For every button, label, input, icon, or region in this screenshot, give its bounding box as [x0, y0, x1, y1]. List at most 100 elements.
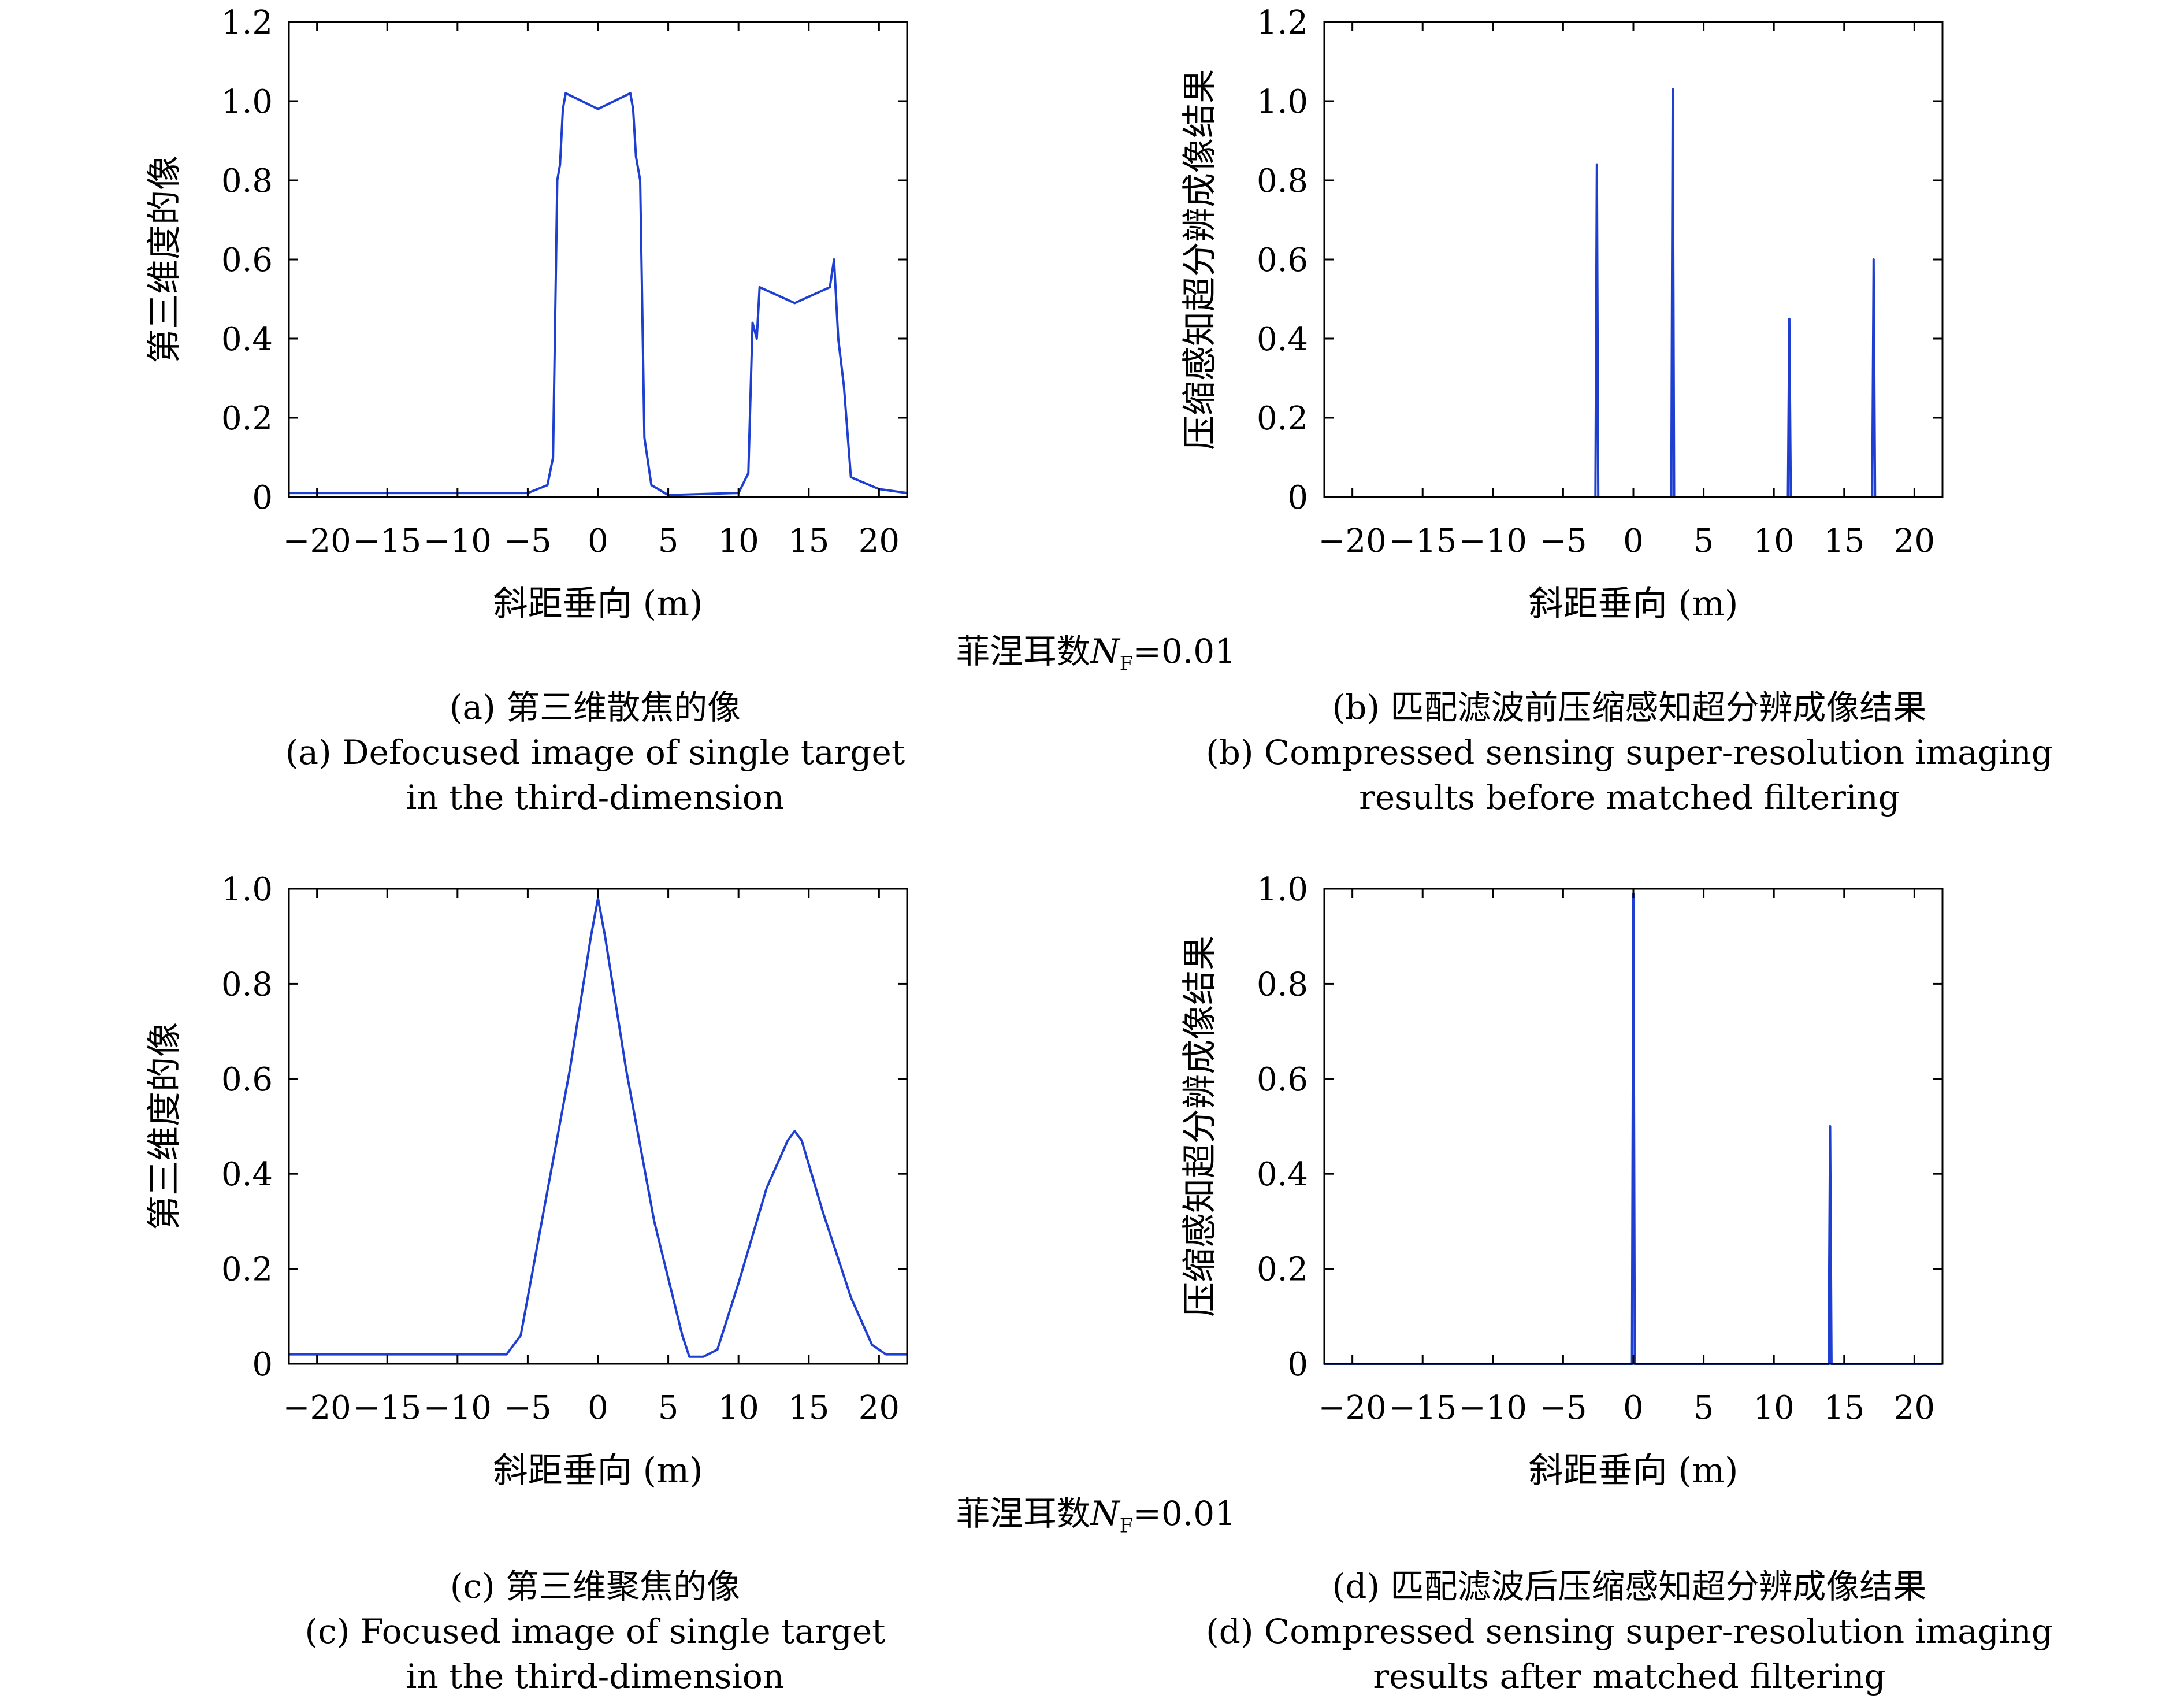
- x-tick-label: −10: [1459, 522, 1527, 560]
- caption-c-zh: (c) 第三维聚焦的像: [450, 1567, 741, 1606]
- axes-frame-c: [288, 888, 908, 1365]
- x-tick-label: 20: [1894, 522, 1935, 560]
- series-line-d-0: [1324, 892, 1942, 1365]
- x-tick-label: −10: [424, 522, 492, 560]
- axes-frame-a: [288, 21, 908, 498]
- x-tick-label: −15: [353, 1389, 421, 1427]
- y-tick-label: 1.0: [1257, 871, 1308, 908]
- x-tick-label: 15: [1823, 1389, 1864, 1427]
- x-tick-label: 20: [859, 1389, 900, 1427]
- fresnel-value: =0.01: [1133, 1494, 1236, 1533]
- y-tick-label: 1.2: [1257, 4, 1308, 42]
- x-tick-label: 10: [718, 522, 759, 560]
- y-tick-label: 0.8: [221, 162, 273, 200]
- x-axis-label: 斜距垂向 (m): [493, 1451, 703, 1491]
- x-tick-label: 20: [859, 522, 900, 560]
- caption-a-en-1: (a) Defocused image of single target: [285, 733, 905, 772]
- caption-d-zh: (d) 匹配滤波后压缩感知超分辨成像结果: [1332, 1567, 1927, 1606]
- caption-b: (b) 匹配滤波前压缩感知超分辨成像结果 (b) Compressed sens…: [1190, 685, 2068, 820]
- x-axis-label: 斜距垂向 (m): [1529, 1451, 1739, 1491]
- y-tick-label: 1.0: [221, 83, 273, 121]
- x-tick-label: 10: [1754, 522, 1795, 560]
- y-tick-label: 0: [252, 1346, 273, 1383]
- x-tick-label: −5: [1539, 522, 1587, 560]
- caption-a-zh: (a) 第三维散焦的像: [449, 688, 741, 727]
- chart-b: −20 −15 −10 −5 0 5 10 15 20 0 0.2 0.4 0.6 0.8 1.0 1.2 斜距…: [1180, 4, 1944, 624]
- caption-d-en-2: results after matched filtering: [1373, 1657, 1886, 1696]
- y-axis-label: 第三维度的像: [144, 1022, 185, 1230]
- y-tick-label: 0.8: [1257, 162, 1308, 200]
- y-tick-label: 1.2: [221, 4, 273, 42]
- caption-c-en-2: in the third-dimension: [406, 1657, 785, 1696]
- x-tick-label: −20: [283, 522, 351, 560]
- x-tick-label: −20: [1318, 1389, 1387, 1427]
- x-tick-label: 0: [588, 1389, 608, 1427]
- fresnel-subscript: F: [1119, 1514, 1134, 1538]
- fresnel-symbol: N: [1090, 632, 1120, 671]
- x-tick-label: 15: [788, 522, 829, 560]
- chart-a: −20 −15 −10 −5 0 5 10 15 20 0 0.2 0.4 0.6 0.8 1.0 1.2 斜距…: [144, 4, 908, 624]
- y-tick-label: 0.2: [221, 400, 273, 437]
- chart-d: −20 −15 −10 −5 0 5 10 15 20 0 0.2 0.4 0.6 0.8 1.0 斜距垂向 …: [1180, 871, 1944, 1491]
- caption-b-en-1: (b) Compressed sensing super-resolution …: [1206, 733, 2053, 772]
- caption-c: (c) 第三维聚焦的像 (c) Focused image of single …: [248, 1564, 942, 1699]
- y-axis-label: 第三维度的像: [144, 155, 185, 363]
- x-tick-label: 5: [658, 1389, 679, 1427]
- series-line-a-0: [289, 92, 908, 496]
- y-tick-label: 0.4: [221, 1156, 273, 1193]
- x-tick-label: −5: [504, 522, 552, 560]
- y-tick-label: 0: [1287, 1346, 1308, 1383]
- caption-b-zh: (b) 匹配滤波前压缩感知超分辨成像结果: [1332, 688, 1927, 727]
- series-line-b-0: [1324, 88, 1942, 498]
- y-tick-label: 0.2: [1257, 1251, 1308, 1289]
- x-tick-label: 20: [1894, 1389, 1935, 1427]
- y-tick-label: 0.4: [1257, 1156, 1308, 1193]
- x-tick-label: 0: [1623, 1389, 1644, 1427]
- x-tick-label: −15: [1388, 522, 1457, 560]
- x-tick-label: −10: [424, 1389, 492, 1427]
- y-tick-label: 0.6: [221, 242, 273, 279]
- y-tick-label: 0.6: [1257, 242, 1308, 279]
- y-tick-label: 0: [252, 479, 273, 517]
- x-tick-label: 5: [1693, 522, 1714, 560]
- fresnel-number-label-bottom: 菲涅耳数NF=0.01: [956, 1486, 1236, 1538]
- x-tick-label: −15: [353, 522, 421, 560]
- fresnel-value: =0.01: [1133, 632, 1236, 671]
- y-tick-label: 0: [1287, 479, 1308, 517]
- x-tick-label: −20: [283, 1389, 351, 1427]
- y-axis-label: 压缩感知超分辨成像结果: [1180, 936, 1220, 1317]
- y-tick-label: 0.6: [1257, 1061, 1308, 1099]
- x-tick-label: −5: [504, 1389, 552, 1427]
- fresnel-symbol: N: [1090, 1494, 1120, 1533]
- y-tick-label: 0.2: [1257, 400, 1308, 437]
- y-tick-label: 0.6: [221, 1061, 273, 1099]
- caption-a-en-2: in the third-dimension: [406, 778, 785, 817]
- x-tick-label: 5: [1693, 1389, 1714, 1427]
- y-tick-label: 0.4: [221, 321, 273, 358]
- x-tick-label: −15: [1388, 1389, 1457, 1427]
- x-tick-label: 0: [588, 522, 608, 560]
- y-tick-label: 1.0: [1257, 83, 1308, 121]
- fresnel-number-label-top: 菲涅耳数NF=0.01: [956, 624, 1236, 676]
- x-tick-label: −10: [1459, 1389, 1527, 1427]
- y-tick-label: 0.2: [221, 1251, 273, 1289]
- caption-c-en-1: (c) Focused image of single target: [304, 1612, 886, 1651]
- caption-a: (a) 第三维散焦的像 (a) Defocused image of singl…: [248, 685, 942, 820]
- x-axis-label: 斜距垂向 (m): [1529, 584, 1739, 624]
- y-tick-label: 1.0: [221, 871, 273, 908]
- fresnel-prefix: 菲涅耳数: [956, 1494, 1091, 1533]
- caption-d: (d) 匹配滤波后压缩感知超分辨成像结果 (d) Compressed sens…: [1190, 1564, 2068, 1699]
- x-tick-label: 10: [1754, 1389, 1795, 1427]
- x-tick-label: −20: [1318, 522, 1387, 560]
- series-line-c-0: [289, 897, 907, 1358]
- x-tick-label: 0: [1623, 522, 1644, 560]
- axes-frame-b: [1323, 21, 1944, 498]
- x-tick-label: 10: [718, 1389, 759, 1427]
- y-tick-label: 0.4: [1257, 321, 1308, 358]
- fresnel-prefix: 菲涅耳数: [956, 632, 1091, 671]
- x-tick-label: −5: [1539, 1389, 1587, 1427]
- caption-b-en-2: results before matched filtering: [1359, 778, 1900, 817]
- x-tick-label: 15: [1823, 522, 1864, 560]
- chart-c: −20 −15 −10 −5 0 5 10 15 20 0 0.2 0.4 0.6 0.8 1.0 斜距垂向 …: [144, 871, 908, 1491]
